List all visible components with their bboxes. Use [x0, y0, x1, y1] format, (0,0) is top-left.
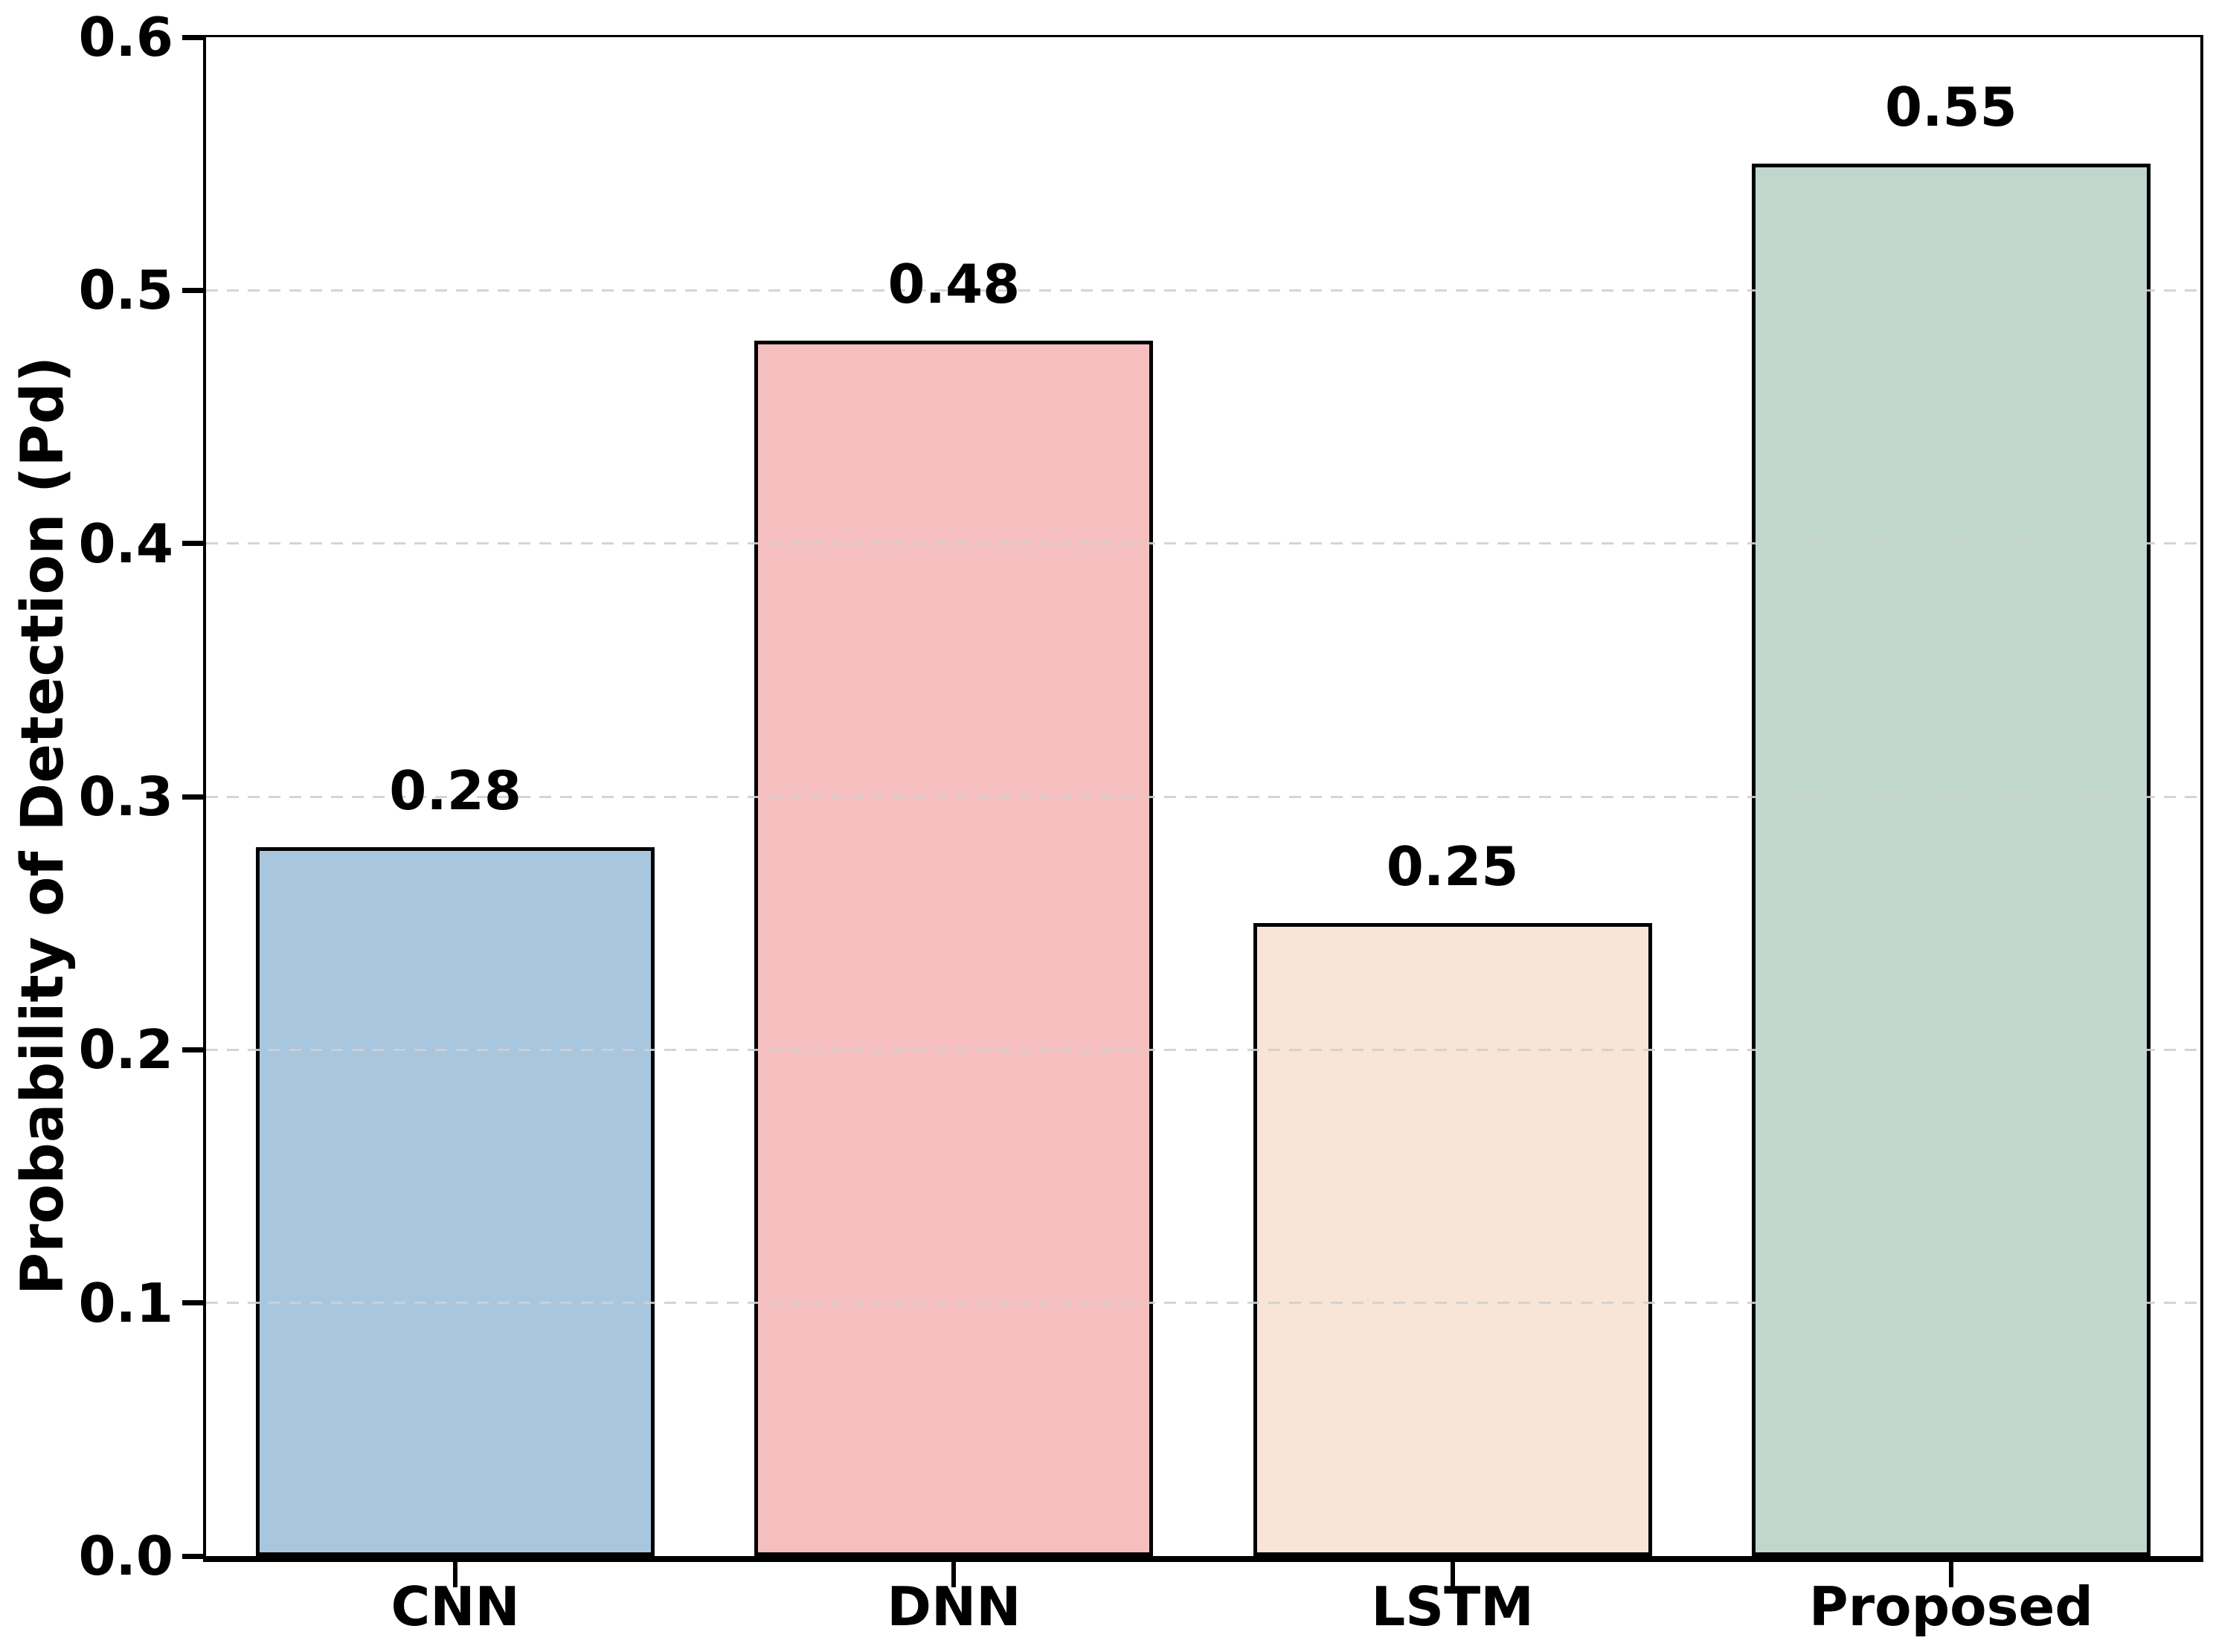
y-axis-label: Probability of Detection (Pd): [10, 356, 77, 1296]
bar-lstm: [1253, 923, 1652, 1556]
y-tick-label-0.6: 0.6: [78, 6, 173, 68]
y-tick-0.4: [182, 541, 206, 547]
bar-cnn: [256, 847, 655, 1556]
plot-area: 0.28 0.48 0.25 0.55: [203, 35, 2203, 1562]
x-tick-lstm: [1450, 1562, 1455, 1587]
y-tick-0.0: [182, 1553, 206, 1559]
bar-dnn: [754, 341, 1154, 1556]
y-tick-label-0.0: 0.0: [78, 1525, 173, 1587]
x-tick-dnn: [951, 1562, 957, 1587]
value-label-proposed: 0.55: [1885, 76, 2017, 139]
y-tick-0.5: [182, 287, 206, 293]
x-tick-label-dnn: DNN: [887, 1575, 1021, 1638]
gridline-0.1: [206, 1302, 2200, 1305]
y-tick-0.2: [182, 1047, 206, 1052]
x-tick-label-proposed: Proposed: [1808, 1575, 2093, 1638]
x-tick-label-cnn: CNN: [391, 1575, 520, 1638]
y-tick-label-0.2: 0.2: [78, 1018, 173, 1081]
y-tick-label-0.1: 0.1: [78, 1271, 173, 1334]
y-tick-label-0.5: 0.5: [78, 259, 173, 322]
value-label-cnn: 0.28: [389, 759, 521, 823]
y-tick-0.6: [182, 34, 206, 40]
y-tick-label-0.3: 0.3: [78, 765, 173, 828]
gridline-0.4: [206, 542, 2200, 545]
gridline-0.2: [206, 1048, 2200, 1051]
bar-proposed: [1751, 164, 2151, 1556]
gridline-0.5: [206, 289, 2200, 292]
value-label-lstm: 0.25: [1386, 835, 1519, 899]
y-tick-0.3: [182, 794, 206, 800]
x-tick-proposed: [1948, 1562, 1953, 1587]
gridline-0.3: [206, 795, 2200, 798]
x-tick-label-lstm: LSTM: [1371, 1575, 1534, 1638]
x-tick-cnn: [453, 1562, 458, 1587]
value-label-dnn: 0.48: [887, 253, 1021, 316]
y-tick-0.1: [182, 1300, 206, 1306]
y-tick-label-0.4: 0.4: [78, 512, 173, 575]
